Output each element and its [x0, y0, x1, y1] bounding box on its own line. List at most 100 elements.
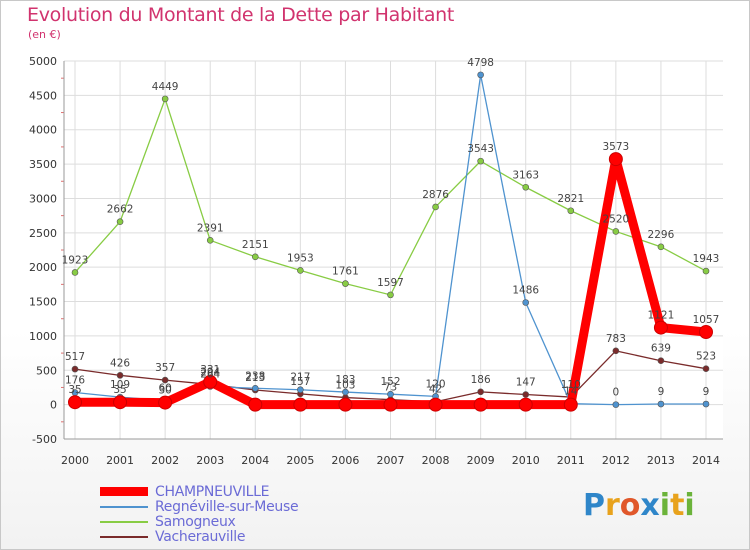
x-tick-label: 2007: [377, 454, 405, 467]
data-point: [387, 390, 394, 398]
legend-swatch: [100, 520, 148, 523]
chart-unit-subtitle: (en €): [28, 28, 61, 41]
data-point: [342, 388, 349, 396]
data-point: [567, 207, 575, 215]
data-label: 331: [200, 364, 220, 376]
y-tick-label: 0: [50, 399, 57, 412]
x-tick-label: 2013: [647, 454, 675, 467]
data-point: [522, 391, 530, 398]
data-label: 3163: [512, 169, 539, 181]
data-point: [251, 384, 259, 392]
chart-legend: CHAMPNEUVILLE Regnéville-sur-Meuse Samogne…: [100, 484, 299, 545]
data-label: 42: [429, 384, 442, 396]
data-label: 9: [703, 386, 710, 398]
data-label: 2391: [197, 222, 224, 234]
legend-label: Regnéville-sur-Meuse: [155, 498, 299, 515]
data-label: 294: [200, 366, 220, 378]
data-point: [477, 157, 484, 165]
data-label: 1121: [648, 310, 675, 322]
data-label: 426: [110, 357, 130, 369]
y-tick-label: 2000: [29, 261, 57, 274]
x-tick-label: 2014: [692, 454, 720, 467]
data-label: 639: [651, 343, 671, 355]
logo-letter: t: [670, 488, 685, 523]
legend-label: Vacherauville: [155, 528, 246, 545]
data-label: 186: [471, 374, 491, 386]
data-label: 3543: [467, 143, 494, 155]
data-label: 176: [65, 375, 85, 387]
data-point: [612, 401, 620, 408]
data-point: [116, 218, 124, 225]
data-label: 1057: [693, 314, 720, 326]
data-label: 1761: [332, 266, 359, 278]
x-tick-label: 2000: [61, 454, 89, 467]
data-label: 1943: [693, 253, 720, 265]
data-point: [432, 203, 439, 211]
data-point: [342, 280, 349, 287]
legend-item: Samogneux: [100, 514, 298, 530]
x-tick-label: 2012: [602, 454, 630, 467]
data-label: 2821: [557, 193, 584, 205]
data-point: [653, 320, 668, 335]
data-label: 35: [68, 384, 81, 396]
data-point: [297, 267, 304, 274]
data-label: 217: [290, 372, 310, 384]
y-tick-label: 3500: [29, 158, 57, 171]
data-label: 103: [335, 380, 355, 392]
data-point: [293, 397, 308, 412]
data-point: [428, 397, 443, 412]
logo-letter: P: [583, 488, 605, 523]
data-point: [657, 357, 665, 365]
chart-title: Evolution du Montant de la Dette par Hab…: [27, 4, 455, 26]
data-label: 147: [516, 377, 536, 389]
data-point: [612, 228, 620, 235]
data-point: [702, 400, 710, 408]
x-tick-label: 2010: [512, 454, 540, 467]
data-point: [71, 269, 79, 276]
data-point: [702, 365, 710, 372]
data-label: 183: [335, 374, 355, 386]
data-point: [251, 253, 259, 261]
data-label: 517: [65, 351, 85, 363]
logo-letter: x: [640, 488, 660, 523]
data-label: 35: [113, 384, 126, 396]
data-label: 1486: [512, 285, 539, 297]
y-tick-label: 2500: [29, 227, 57, 240]
data-label: 109: [110, 379, 130, 391]
data-point: [297, 386, 304, 394]
x-tick-label: 2006: [331, 454, 359, 467]
data-label: 2296: [648, 229, 675, 241]
y-tick-label: 1000: [29, 330, 57, 343]
logo-letter: r: [605, 488, 620, 523]
data-label: 73: [384, 382, 397, 394]
data-point: [612, 347, 620, 355]
data-point: [71, 365, 79, 373]
data-point: [518, 397, 533, 412]
legend-swatch: [100, 487, 148, 496]
data-point: [158, 395, 173, 410]
data-label: 213: [245, 372, 265, 384]
data-label: 4449: [152, 81, 179, 93]
legend-item: Vacherauville: [100, 528, 298, 545]
x-tick-label: 2001: [106, 454, 134, 467]
x-tick-label: 2008: [422, 454, 450, 467]
y-tick-label: 3000: [29, 192, 57, 205]
data-point: [657, 243, 665, 251]
data-label: 1953: [287, 252, 314, 264]
data-label: 238: [245, 370, 265, 382]
data-point: [477, 388, 484, 396]
y-tick-label: 1500: [29, 296, 57, 309]
data-point: [702, 267, 710, 275]
legend-item: Regnéville-sur-Meuse: [100, 498, 299, 515]
proxiti-logo: Proxiti: [583, 488, 695, 523]
legend-item: CHAMPNEUVILLE: [100, 484, 298, 500]
data-point: [383, 397, 398, 412]
data-point: [161, 95, 169, 103]
x-tick-label: 2003: [196, 454, 224, 467]
data-point: [68, 395, 82, 410]
y-tick-label: -500: [32, 433, 57, 446]
data-point: [699, 324, 713, 339]
y-tick-label: 4000: [29, 124, 57, 137]
data-point: [203, 374, 218, 389]
y-tick-label: 4500: [29, 89, 57, 102]
